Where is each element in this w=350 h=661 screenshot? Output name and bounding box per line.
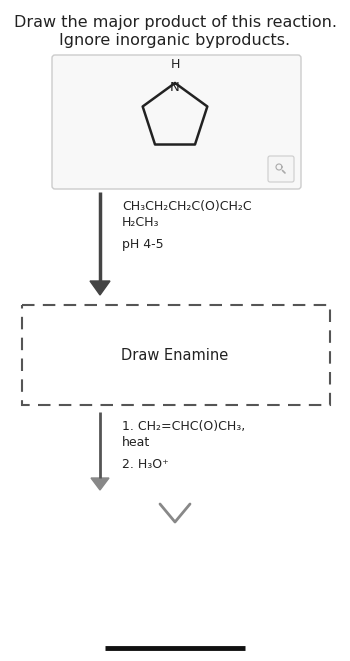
Polygon shape [91, 478, 109, 490]
Text: heat: heat [122, 436, 150, 449]
Text: pH 4-5: pH 4-5 [122, 238, 164, 251]
Text: N: N [170, 81, 180, 94]
FancyBboxPatch shape [52, 55, 301, 189]
Text: H: H [170, 58, 180, 71]
Polygon shape [90, 281, 110, 295]
Text: Draw Enamine: Draw Enamine [121, 348, 229, 362]
Text: CH₃CH₂CH₂C(O)CH₂C: CH₃CH₂CH₂C(O)CH₂C [122, 200, 252, 213]
Text: H₂CH₃: H₂CH₃ [122, 216, 160, 229]
Text: 1. CH₂=CHC(O)CH₃,: 1. CH₂=CHC(O)CH₃, [122, 420, 245, 433]
Text: Ignore inorganic byproducts.: Ignore inorganic byproducts. [60, 33, 290, 48]
Text: 2. H₃O⁺: 2. H₃O⁺ [122, 458, 169, 471]
Text: Draw the major product of this reaction.: Draw the major product of this reaction. [14, 15, 336, 30]
FancyBboxPatch shape [268, 156, 294, 182]
Bar [22, 305, 330, 405]
